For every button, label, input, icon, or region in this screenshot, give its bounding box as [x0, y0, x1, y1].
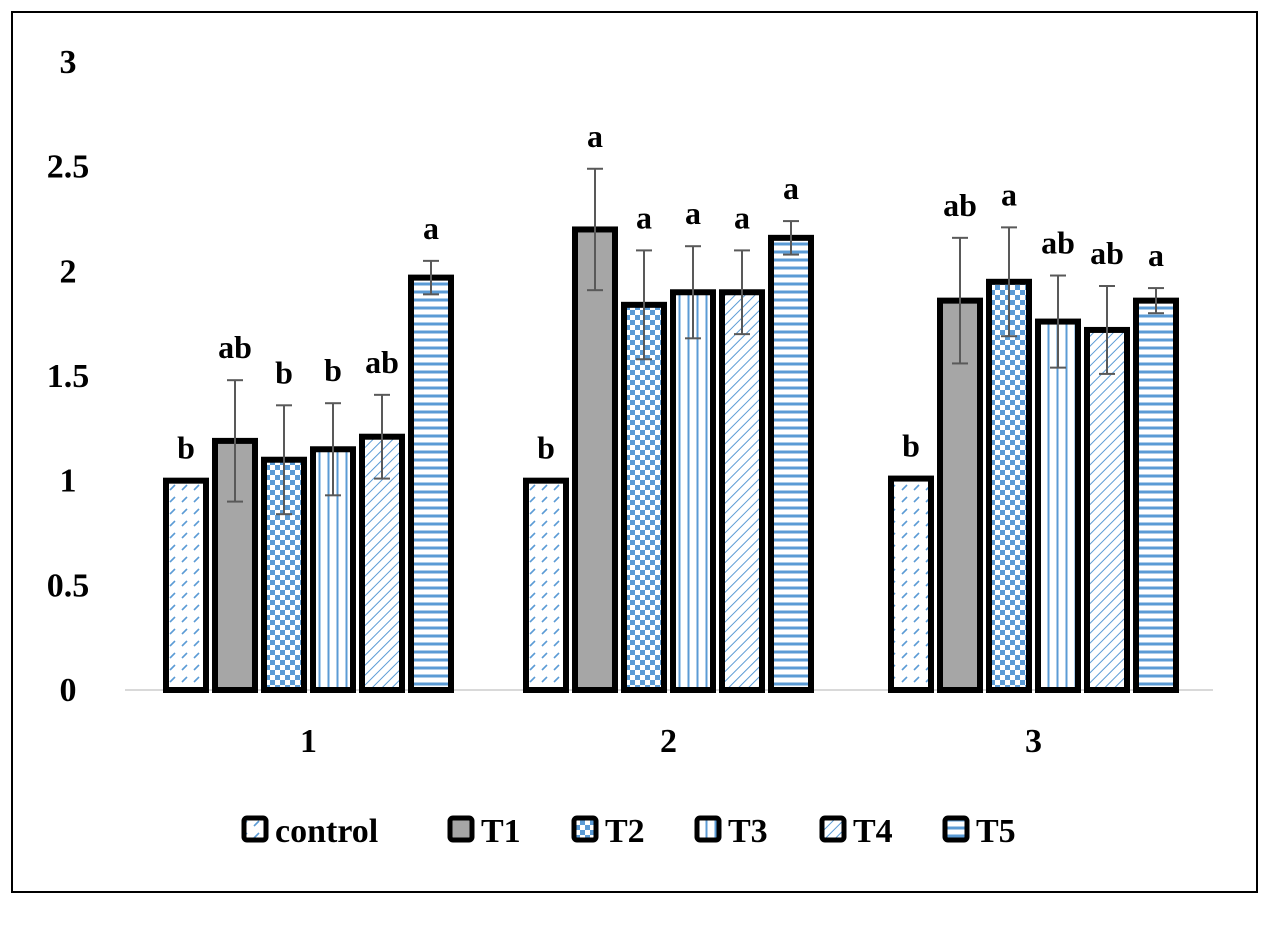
- significance-label: ab: [943, 187, 977, 223]
- legend-item-control: control: [241, 813, 378, 850]
- error-bar: [734, 249, 750, 336]
- bar-t5-3: [1133, 297, 1179, 693]
- significance-label: b: [902, 428, 920, 464]
- bar-t1-3: [937, 297, 983, 693]
- x-axis: 1 2 3: [300, 723, 1042, 760]
- legend: control T1 T2 T3 T4 T5: [241, 813, 1016, 850]
- legend-label: T5: [976, 813, 1016, 850]
- significance-label: a: [1148, 237, 1164, 273]
- bar-t2-2: [621, 301, 667, 693]
- bar-t2-3: [986, 278, 1032, 693]
- legend-swatch: [819, 815, 847, 843]
- error-bar: [276, 404, 292, 516]
- legend-item-t1: T1: [447, 813, 521, 850]
- legend-item-t4: T4: [819, 813, 893, 850]
- x-tick-label: 1: [300, 723, 317, 760]
- error-bar: [1099, 284, 1115, 375]
- error-bar: [952, 236, 968, 365]
- significance-label: ab: [365, 344, 399, 380]
- significance-label: a: [423, 210, 439, 246]
- significance-label: a: [783, 170, 799, 206]
- bar-t1-2: [572, 226, 618, 693]
- bar-control-1: [163, 477, 209, 693]
- bar-t5-1: [408, 274, 454, 693]
- error-bar: [374, 393, 390, 480]
- legend-label: T4: [853, 813, 893, 850]
- legend-item-t3: T3: [694, 813, 768, 850]
- significance-label: b: [275, 354, 293, 390]
- bar-t3-3: [1035, 318, 1081, 693]
- legend-label: T1: [481, 813, 521, 850]
- legend-swatch: [571, 815, 599, 843]
- significance-label: a: [685, 195, 701, 231]
- legend-item-t2: T2: [571, 813, 645, 850]
- y-tick-label: 2.5: [47, 149, 90, 186]
- error-bar: [325, 402, 341, 497]
- y-tick-label: 0.5: [47, 567, 90, 604]
- y-tick-label: 0: [60, 672, 77, 709]
- x-tick-label: 2: [660, 723, 677, 760]
- x-tick-label: 3: [1025, 723, 1042, 760]
- bar-t3-2: [670, 289, 716, 693]
- significance-label: b: [537, 430, 555, 466]
- legend-swatch: [447, 815, 475, 843]
- significance-label: ab: [218, 329, 252, 365]
- error-bar: [1001, 226, 1017, 338]
- bar-t4-2: [719, 289, 765, 693]
- bar-control-3: [888, 475, 934, 693]
- significance-label: a: [587, 118, 603, 154]
- legend-label: T3: [728, 813, 768, 850]
- bar-t4-3: [1084, 326, 1130, 693]
- legend-swatch: [694, 815, 722, 843]
- y-tick-label: 2: [60, 253, 77, 290]
- significance-label: ab: [1041, 225, 1075, 261]
- error-bar: [1050, 274, 1066, 369]
- error-bar: [685, 245, 701, 340]
- significance-label: a: [734, 199, 750, 235]
- legend-label: control: [275, 813, 378, 850]
- y-tick-label: 3: [60, 44, 77, 81]
- bar-control-2: [523, 477, 569, 693]
- error-bar: [227, 379, 243, 503]
- significance-label: a: [636, 199, 652, 235]
- y-tick-label: 1: [60, 463, 77, 500]
- legend-item-t5: T5: [942, 813, 1016, 850]
- error-bar: [636, 249, 652, 361]
- error-bar: [423, 259, 439, 296]
- legend-swatch: [942, 815, 970, 843]
- bar-t5-2: [768, 234, 814, 693]
- significance-label: b: [324, 352, 342, 388]
- y-tick-label: 1.5: [47, 358, 90, 395]
- error-bar: [783, 220, 799, 256]
- legend-swatch: [241, 815, 269, 843]
- significance-label: ab: [1090, 235, 1124, 271]
- error-bar: [587, 167, 603, 292]
- legend-label: T2: [605, 813, 645, 850]
- significance-label: a: [1001, 176, 1017, 212]
- error-bar: [1148, 287, 1164, 315]
- significance-label: b: [177, 430, 195, 466]
- y-axis: 0 0.5 1 1.5 2 2.5 3: [47, 44, 90, 709]
